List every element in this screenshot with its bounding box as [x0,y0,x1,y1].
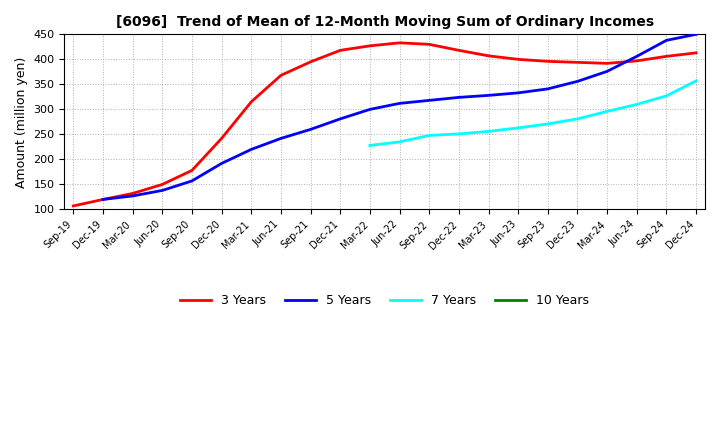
Y-axis label: Amount (million yen): Amount (million yen) [15,56,28,187]
Legend: 3 Years, 5 Years, 7 Years, 10 Years: 3 Years, 5 Years, 7 Years, 10 Years [175,289,595,312]
Title: [6096]  Trend of Mean of 12-Month Moving Sum of Ordinary Incomes: [6096] Trend of Mean of 12-Month Moving … [116,15,654,29]
